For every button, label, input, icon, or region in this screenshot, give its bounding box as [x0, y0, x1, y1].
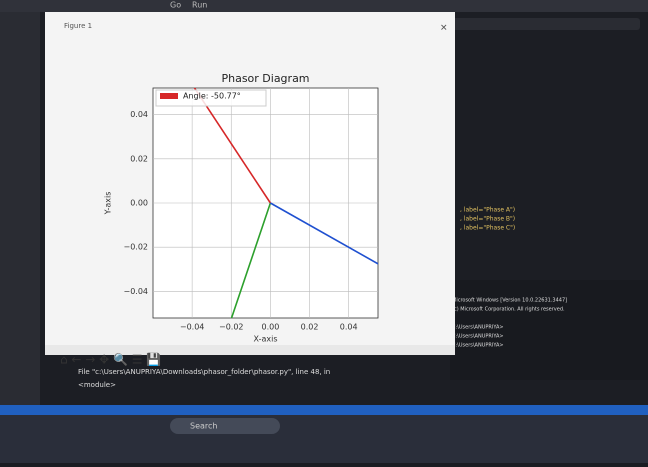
x-axis-label: X-axis: [254, 335, 278, 344]
window-title: Figure 1: [64, 22, 92, 30]
menu-bar: [0, 0, 648, 12]
y-tick-label: −0.04: [123, 287, 148, 296]
search-box[interactable]: [420, 18, 640, 30]
phasor-line: [230, 202, 272, 318]
status-bar: [0, 405, 648, 415]
y-axis-label: Y-axis: [104, 192, 113, 216]
x-tick-label: 0.04: [340, 323, 358, 332]
menu-item[interactable]: Run: [192, 1, 207, 10]
close-button[interactable]: ✕: [440, 24, 448, 34]
code-line: , label="Phase B"): [460, 216, 515, 223]
terminal-line: (c) Microsoft Corporation. All rights re…: [452, 307, 565, 313]
taskbar-search[interactable]: [170, 418, 280, 434]
terminal-line: C:\Users\ANUPRIYA>: [452, 343, 504, 349]
code-line: , label="Phase C"): [460, 225, 515, 232]
chart-title: Phasor Diagram: [221, 72, 309, 85]
taskbar-search-text[interactable]: Search: [190, 422, 217, 431]
legend-swatch: [160, 93, 178, 99]
y-tick-label: 0.00: [130, 199, 148, 208]
y-tick-label: −0.02: [123, 243, 148, 252]
x-tick-label: −0.02: [219, 323, 244, 332]
legend-label: Angle: -50.77°: [183, 92, 241, 101]
x-tick-label: 0.00: [261, 323, 279, 332]
toolbar-icons[interactable]: ⌂ ← → ✥ 🔍 ☰ 💾: [60, 352, 161, 367]
x-tick-label: −0.04: [180, 323, 205, 332]
error-line: <module>: [78, 381, 116, 389]
terminal: [450, 280, 648, 380]
terminal-line: C:\Users\ANUPRIYA>: [452, 325, 504, 331]
error-line: File "c:\Users\ANUPRIYA\Downloads\phasor…: [78, 368, 330, 376]
y-tick-label: 0.02: [130, 154, 148, 163]
phasor-line: [269, 202, 378, 265]
plot: −0.04 −0.02 0.00 0.02 0.04 −0.04 −0.02 0.00 0.02…: [104, 72, 379, 344]
terminal-line: Microsoft Windows [Version 10.0.22631.34…: [452, 298, 567, 304]
toolbar: [45, 345, 455, 355]
menu-item[interactable]: Go: [170, 1, 181, 10]
legend-box: [155, 89, 267, 107]
terminal-line: C:\Users\ANUPRIYA>: [452, 334, 504, 340]
code-line: , label="Phase A"): [460, 207, 515, 214]
activity-bar: [0, 0, 40, 410]
y-tick-label: 0.04: [130, 110, 148, 119]
x-tick-label: 0.02: [301, 323, 319, 332]
taskbar: [0, 415, 648, 463]
